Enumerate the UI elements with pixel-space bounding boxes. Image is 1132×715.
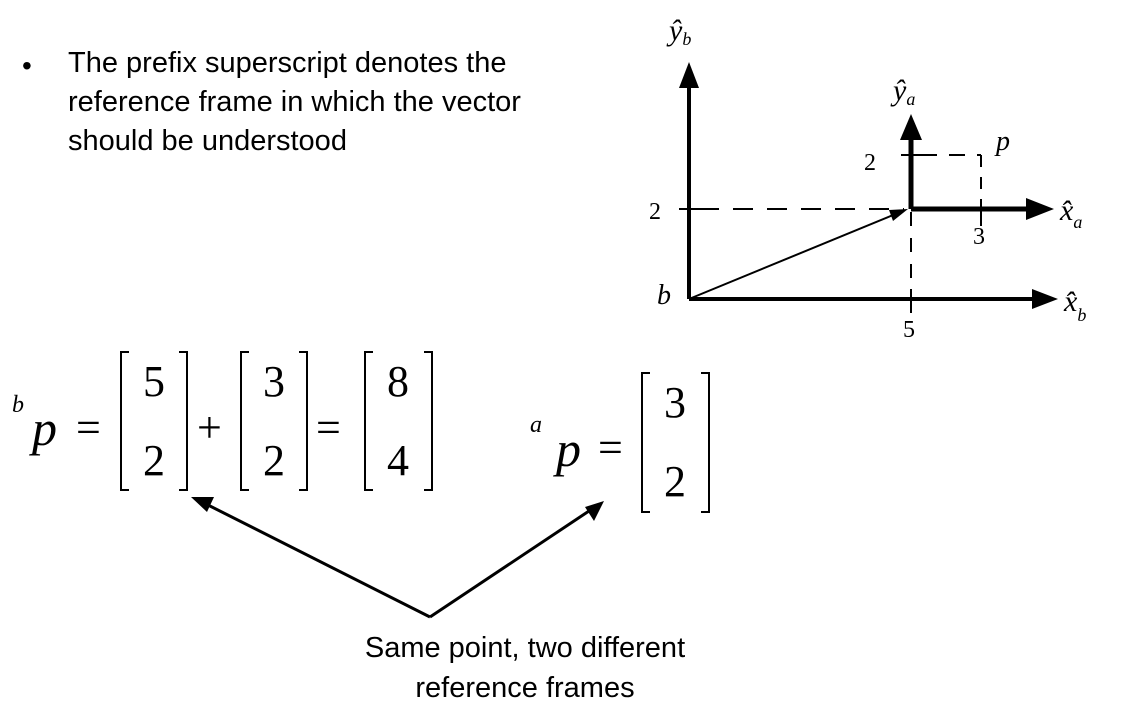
vec-a-right-bracket [701, 372, 710, 513]
vec3-left-bracket [364, 351, 373, 491]
frame-b: x̂b ŷb b 2 5 [649, 14, 1086, 343]
caption-arrow-left-line [203, 501, 431, 619]
vec-a-entry-1: 3 [664, 378, 686, 427]
caption-arrow-right-head [585, 501, 604, 521]
vec1-left-bracket [120, 351, 129, 491]
y-tick-b-label: 2 [649, 199, 661, 225]
bullet-line-3: should be understood [68, 125, 347, 157]
origin-b-label: b [657, 280, 671, 311]
caption: Same point, two different reference fram… [300, 628, 750, 708]
x-axis-a-arrowhead [1026, 198, 1054, 220]
eq-a-var: p [553, 421, 581, 477]
frame-a: x̂a ŷa 2 3 [864, 74, 1082, 250]
vec2-entry-2: 2 [263, 436, 285, 485]
vector-ba-line [688, 212, 899, 300]
equation-a: a p = 3 2 [530, 372, 710, 513]
y-axis-b-label: ŷb [666, 14, 691, 49]
equation-b: b p = 5 2 + 3 2 = 8 4 [12, 351, 433, 491]
x-tick-a-label: 3 [973, 224, 985, 250]
x-tick-b-label: 5 [903, 317, 915, 343]
eq-a-equals: = [598, 423, 623, 472]
caption-line-1: Same point, two different [364, 632, 686, 664]
vec1-entry-1: 5 [143, 357, 165, 406]
eq-b-plus: + [197, 403, 222, 452]
y-tick-a-label: 2 [864, 150, 876, 176]
caption-line-2: reference frames [415, 672, 635, 704]
bullet-line-2: reference frame in which the vector [68, 86, 521, 118]
eq-b-equals-1: = [76, 403, 101, 452]
x-axis-b-arrowhead [1032, 289, 1058, 309]
caption-arrow-right-line [429, 507, 593, 619]
eq-b-equals-2: = [316, 403, 341, 452]
vec3-entry-1: 8 [387, 357, 409, 406]
bullet-marker: • [22, 50, 32, 81]
vec3-entry-2: 4 [387, 436, 409, 485]
vec-a-entry-2: 2 [664, 457, 686, 506]
vec1-right-bracket [179, 351, 188, 491]
eq-b-superscript: b [12, 392, 24, 418]
y-axis-a-label: ŷa [890, 74, 915, 109]
point-p-label: p [994, 126, 1010, 157]
eq-a-superscript: a [530, 412, 542, 438]
x-axis-a-label: x̂a [1059, 194, 1082, 232]
eq-b-var: p [29, 400, 57, 456]
x-axis-b-label: x̂b [1063, 285, 1086, 325]
bullet-line-1: The prefix superscript denotes the [68, 47, 507, 79]
vec2-right-bracket [299, 351, 308, 491]
vec2-entry-1: 3 [263, 357, 285, 406]
vector-ba-arrowhead [889, 209, 908, 221]
vec3-right-bracket [424, 351, 433, 491]
y-axis-a-arrowhead [900, 114, 922, 140]
bullet-text: The prefix superscript denotes the refer… [68, 44, 628, 161]
vec-a-left-bracket [641, 372, 650, 513]
vec2-left-bracket [240, 351, 249, 491]
vec1-entry-2: 2 [143, 436, 165, 485]
y-axis-b-arrowhead [679, 62, 699, 88]
caption-arrow-left-head [191, 497, 214, 512]
